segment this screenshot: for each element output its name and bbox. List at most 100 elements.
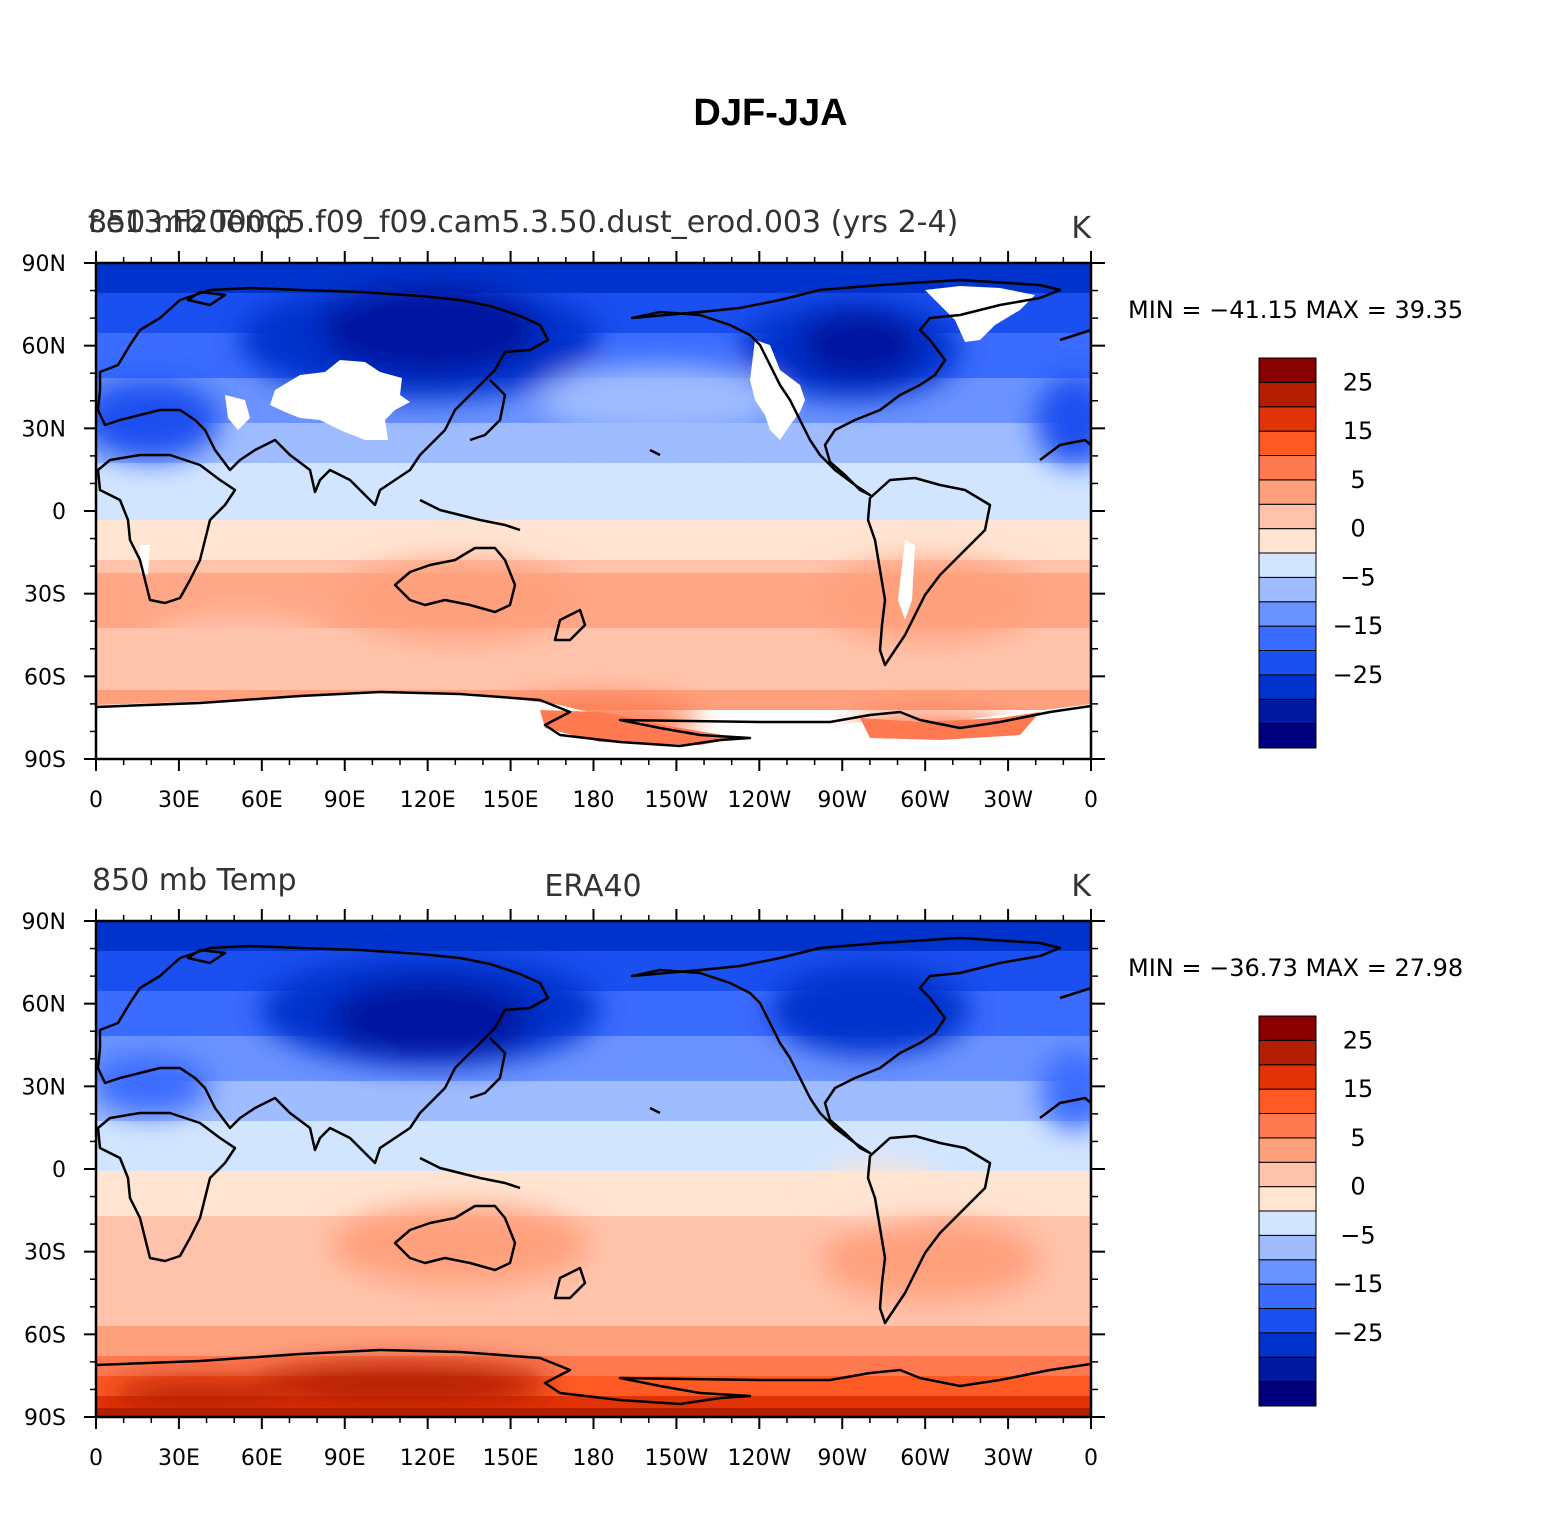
lon-label: 150W xyxy=(645,1446,709,1471)
lat-label: 90S xyxy=(24,1406,66,1431)
panel-units: K xyxy=(1071,211,1092,246)
colorbar-swatch xyxy=(1258,1039,1317,1066)
lon-label: 180 xyxy=(573,788,615,813)
colorbar-swatch xyxy=(1258,381,1317,408)
colorbar-swatch xyxy=(1258,1064,1317,1090)
colorbar-swatch xyxy=(1258,1356,1317,1383)
colorbar-swatch xyxy=(1258,674,1317,700)
lon-label: 0 xyxy=(89,788,103,813)
lat-label: 90N xyxy=(22,252,66,277)
colorbar-swatch xyxy=(1258,430,1317,456)
colorbar-swatch xyxy=(1258,479,1317,505)
missing-region-greenland xyxy=(925,286,1035,342)
panel-left-title: 850 mb Temp xyxy=(92,863,297,898)
colorbar-swatch xyxy=(1258,650,1317,676)
colorbar-label: −25 xyxy=(1333,661,1384,689)
colorbar-swatch xyxy=(1258,1088,1317,1114)
panel-case-title: f.e13.F2000C5.f09_f09.cam5.3.50.dust_ero… xyxy=(88,205,958,240)
colorbar-swatch xyxy=(1258,406,1317,432)
map-panel-model: 0 30E 60E 90E 120E 150E 180 150W 120W 90W 60W 30W 09… xyxy=(22,205,1464,813)
colorbar-swatch xyxy=(1258,1259,1317,1285)
lon-label: 90E xyxy=(324,1446,366,1471)
colorbar-label: −15 xyxy=(1333,1270,1384,1298)
colorbar-swatch xyxy=(1258,723,1317,749)
lon-label: 0 xyxy=(89,1446,103,1471)
lat-label: 30N xyxy=(22,417,66,442)
colorbar-label: 5 xyxy=(1350,466,1365,494)
colorbar-swatch xyxy=(1258,1137,1317,1163)
panel-left-title: 850 mb Temp xyxy=(88,205,293,240)
colorbar-label: 0 xyxy=(1350,1173,1365,1201)
lon-label: 30E xyxy=(158,1446,200,1471)
colorbar-label: −5 xyxy=(1340,1221,1375,1249)
panel-minmax: MIN = −41.15 MAX = 39.35 xyxy=(1128,296,1463,324)
colorbar-label: 15 xyxy=(1343,417,1374,445)
lat-label: 30S xyxy=(24,583,66,608)
colorbar-era40: 25 15 5 0 −5 −15 −25 xyxy=(1258,1015,1384,1407)
colorbar-swatch xyxy=(1258,528,1317,554)
lon-label: 30W xyxy=(983,788,1033,813)
colorbar-swatch xyxy=(1258,1186,1317,1212)
panel-center-title: ERA40 xyxy=(544,869,641,904)
colorbar-label: 15 xyxy=(1343,1075,1374,1103)
missing-region-rockies xyxy=(750,340,805,440)
map-panel-era40: 0 30E 60E 90E 120E 150E 180 150W 120W 90W 60W 30W 09… xyxy=(22,863,1464,1471)
colorbar-swatch xyxy=(1258,357,1317,383)
colorbar-swatch xyxy=(1258,1113,1317,1139)
lat-label: 90S xyxy=(24,748,66,773)
colorbar-model: 25 15 5 0 −5 −15 −25 xyxy=(1258,357,1384,749)
colorbar-label: 25 xyxy=(1343,368,1374,396)
lon-label: 30W xyxy=(983,1446,1033,1471)
lon-label: 120E xyxy=(400,1446,456,1471)
colorbar-swatch xyxy=(1258,503,1317,530)
colorbar-label: −25 xyxy=(1333,1319,1384,1347)
temperature-field-era40 xyxy=(96,921,1091,1417)
colorbar-swatch xyxy=(1258,455,1317,481)
lat-label: 0 xyxy=(52,1158,66,1183)
missing-region-tibet xyxy=(270,360,410,440)
panel-minmax: MIN = −36.73 MAX = 27.98 xyxy=(1128,954,1463,982)
page-title: DJF-JJA xyxy=(693,92,848,134)
colorbar-label: −5 xyxy=(1340,563,1375,591)
lon-label: 90E xyxy=(324,788,366,813)
colorbar-swatch xyxy=(1258,625,1317,651)
lon-label: 60W xyxy=(900,1446,950,1471)
lon-label: 150E xyxy=(483,1446,539,1471)
lon-label: 120W xyxy=(727,788,791,813)
coastlines-era40 xyxy=(96,936,1091,1406)
panel-units: K xyxy=(1071,869,1092,904)
lat-label: 60N xyxy=(22,335,66,360)
lon-label: 90W xyxy=(817,1446,867,1471)
lat-label: 90N xyxy=(22,910,66,935)
lat-label: 60S xyxy=(24,665,66,690)
lat-label: 30S xyxy=(24,1241,66,1266)
lon-label: 150W xyxy=(645,788,709,813)
colorbar-swatch xyxy=(1258,1015,1317,1041)
colorbar-swatch xyxy=(1258,1381,1317,1407)
lon-label: 30E xyxy=(158,788,200,813)
colorbar-swatch xyxy=(1258,698,1317,725)
colorbar-swatch xyxy=(1258,1234,1317,1261)
temperature-field-model xyxy=(96,263,1091,759)
lon-label: 0 xyxy=(1084,1446,1098,1471)
lat-label: 60S xyxy=(24,1323,66,1348)
lon-label: 150E xyxy=(483,788,539,813)
lon-label: 60E xyxy=(241,1446,283,1471)
lon-label: 0 xyxy=(1084,788,1098,813)
colorbar-swatch xyxy=(1258,1308,1317,1334)
colorbar-swatch xyxy=(1258,1332,1317,1358)
lon-label: 120E xyxy=(400,788,456,813)
colorbar-label: −15 xyxy=(1333,612,1384,640)
lat-label: 60N xyxy=(22,993,66,1018)
colorbar-swatch xyxy=(1258,1283,1317,1309)
colorbar-swatch xyxy=(1258,601,1317,627)
lon-label: 180 xyxy=(573,1446,615,1471)
colorbar-label: 0 xyxy=(1350,515,1365,543)
lat-label: 30N xyxy=(22,1075,66,1100)
coastlines-model xyxy=(96,278,1091,748)
colorbar-swatch xyxy=(1258,1210,1317,1236)
colorbar-label: 5 xyxy=(1350,1124,1365,1152)
colorbar-label: 25 xyxy=(1343,1026,1374,1054)
lon-label: 90W xyxy=(817,788,867,813)
